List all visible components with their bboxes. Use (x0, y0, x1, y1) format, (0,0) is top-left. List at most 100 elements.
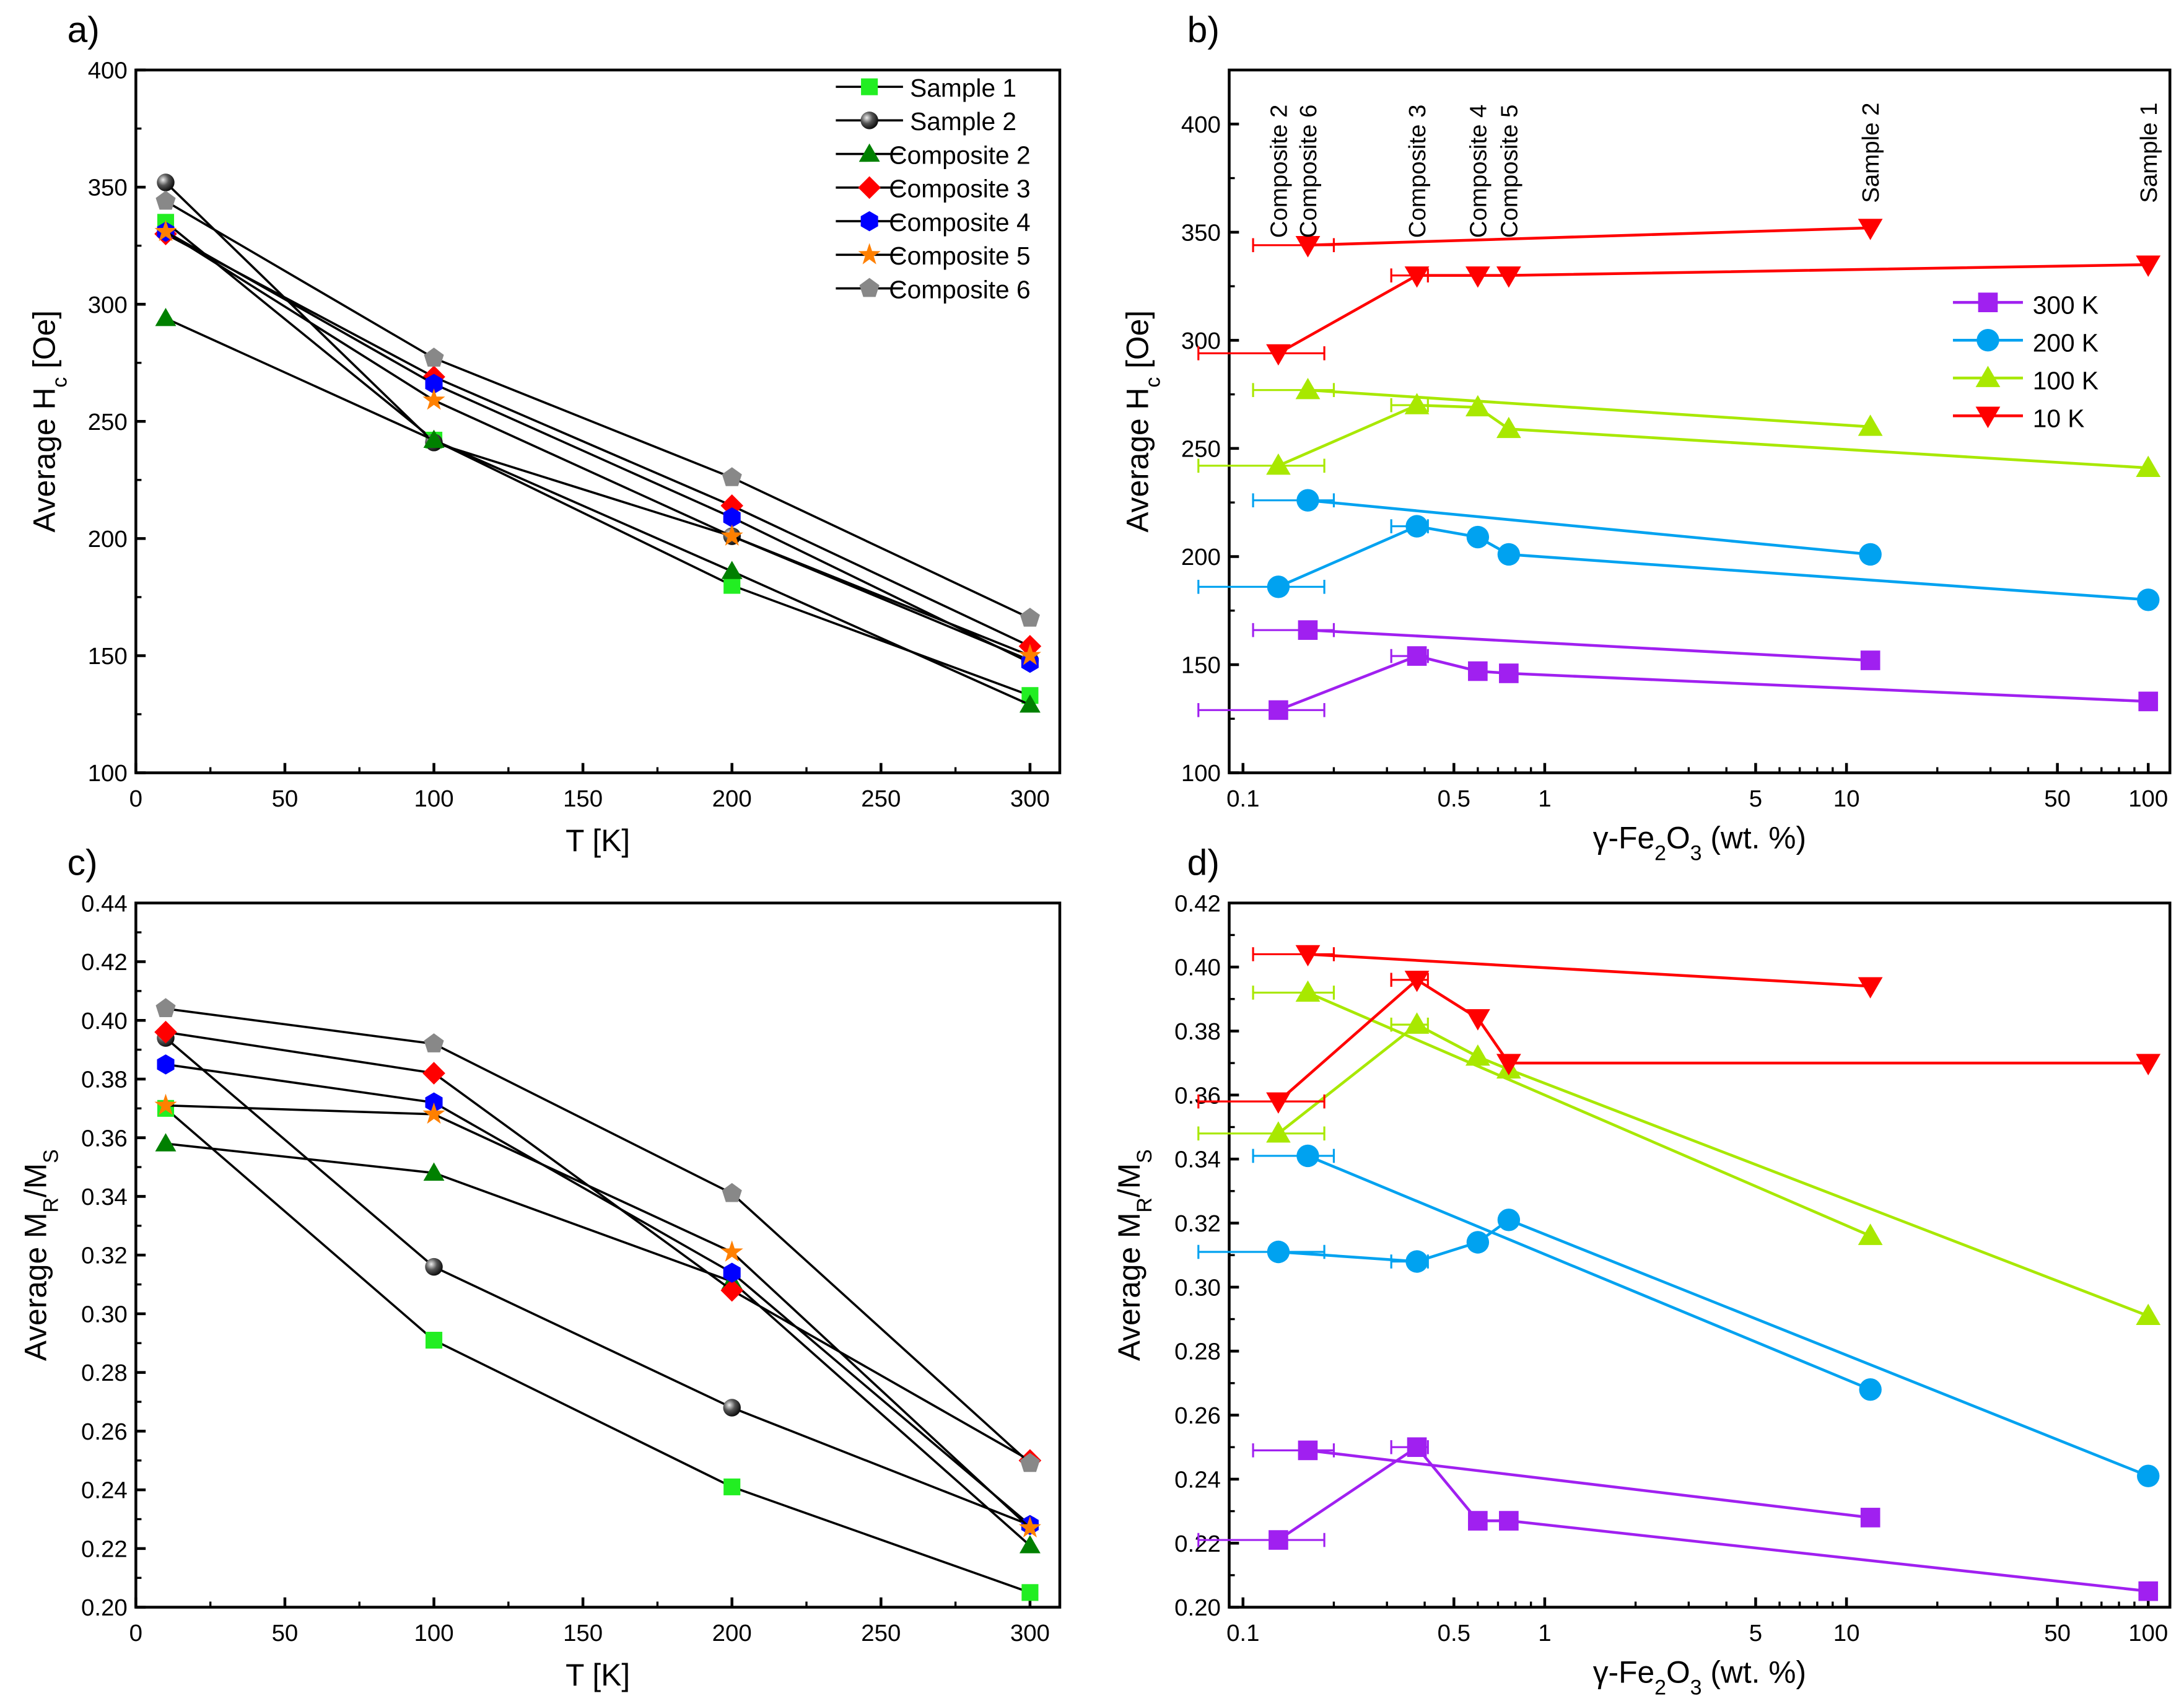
data-point (154, 1093, 177, 1115)
data-point (425, 374, 443, 394)
legend-marker (1975, 406, 2001, 429)
y-tick-label: 0.28 (1174, 1339, 1221, 1365)
x-tick-label: 300 (1010, 785, 1050, 812)
y-axis-label: Average Hc [Oe] (27, 310, 71, 533)
axis-label-part: R (40, 1197, 63, 1212)
data-point (1499, 663, 1519, 683)
y-tick-label: 0.38 (81, 1067, 128, 1093)
x-tick-label: 150 (563, 1620, 603, 1646)
data-point (1407, 1437, 1427, 1458)
data-point (1466, 1231, 1490, 1254)
y-axis-label: Average Hc [Oe] (1120, 310, 1164, 533)
x-tick-label: 0 (129, 1620, 142, 1646)
data-point (1266, 1092, 1291, 1114)
series-300-k (1197, 1437, 2159, 1601)
y-tick-label: 150 (1181, 652, 1221, 679)
series-line (165, 200, 1031, 619)
y-tick-label: 350 (1181, 219, 1221, 246)
data-point (155, 307, 177, 326)
data-point (157, 1054, 175, 1075)
series-line (1308, 1449, 1871, 1520)
data-point (1465, 395, 1490, 417)
legend-label: Composite 4 (889, 208, 1030, 237)
panel-b: b) 0.1 0.5 1 5 10 50 100 100 150 200 250 300 350 400 γ-… (1120, 10, 2172, 865)
data-point (1404, 971, 1430, 992)
series-line (1277, 1445, 2149, 1593)
sample-annotation: Composite 2 (1265, 105, 1292, 238)
series-100-k (1197, 980, 2161, 1325)
data-point (1018, 644, 1041, 665)
y-tick-label: 0.34 (81, 1184, 128, 1210)
axis-label-part: /M (1112, 1163, 1147, 1197)
x-tick-label: 250 (861, 785, 901, 812)
series-line (165, 230, 1031, 657)
x-tick-label: 1 (1538, 785, 1551, 812)
series-composite-5 (154, 220, 1041, 665)
series-sample-2 (157, 1029, 1039, 1534)
data-point (723, 1399, 741, 1417)
sample-annotation: Composite 4 (1465, 105, 1492, 238)
x-tick-label: 5 (1749, 785, 1762, 812)
legend-marker (858, 176, 881, 199)
data-point (1296, 1144, 1319, 1168)
panel-a: a) 0 50 100 150 200 250 300 100 150 200 250 300 350 40… (27, 10, 1062, 858)
y-axis-label: Average MR/MS (19, 1149, 63, 1361)
axis-label-part: /M (19, 1163, 53, 1197)
series-line (1278, 525, 2149, 601)
series-line (1308, 628, 1871, 662)
legend-label: 300 K (2033, 291, 2099, 319)
x-tick-label: 50 (272, 785, 299, 812)
data-point (1465, 266, 1490, 288)
data-point (723, 507, 741, 528)
data-point (1405, 515, 1428, 538)
data-point (1020, 1453, 1040, 1472)
y-axis-label: Average MR/MS (1112, 1149, 1156, 1361)
axis-label-part: 2 (1654, 842, 1666, 865)
data-point (1020, 608, 1040, 627)
data-point (1267, 1240, 1290, 1264)
series-line (165, 233, 1031, 647)
data-point (1859, 543, 1882, 566)
data-point (1021, 1584, 1039, 1601)
data-point (1465, 1009, 1490, 1031)
x-tick-label: 200 (712, 785, 752, 812)
data-point (1496, 1054, 1521, 1075)
data-point (2136, 255, 2161, 278)
axis-label-part: Average M (19, 1213, 53, 1362)
data-point (1496, 416, 1521, 439)
data-point (425, 1092, 443, 1113)
legend-marker (858, 143, 880, 162)
x-tick-label: 100 (2128, 785, 2168, 812)
legend-label: 10 K (2033, 404, 2085, 432)
data-point (1499, 1511, 1519, 1531)
series-line (165, 181, 1031, 662)
axis-label-part: [Oe] (1120, 310, 1155, 377)
data-point (720, 524, 743, 546)
panel-label: d) (1187, 843, 1220, 883)
data-point (2137, 1464, 2160, 1487)
x-tick-label: 50 (2044, 1620, 2071, 1646)
y-tick-label: 0.34 (1174, 1147, 1221, 1173)
sample-annotation: Sample 2 (1858, 102, 1884, 203)
data-point (1019, 694, 1041, 713)
axis-label-part: S (1133, 1149, 1156, 1163)
data-point (2138, 691, 2159, 712)
series-composite-6 (155, 998, 1040, 1472)
x-tick-label: 300 (1010, 1620, 1050, 1646)
y-tick-label: 0.32 (1174, 1210, 1221, 1237)
series-line (165, 1104, 1031, 1529)
panel-label: a) (68, 10, 100, 50)
data-point (720, 1279, 744, 1302)
x-tick-label: 0.5 (1438, 785, 1470, 812)
series-line (165, 230, 1031, 664)
y-tick-label: 400 (1181, 112, 1221, 138)
data-point (1269, 1530, 1288, 1550)
series-line (1277, 1023, 2149, 1318)
x-tick-label: 100 (414, 1620, 453, 1646)
legend-label: Composite 3 (889, 175, 1030, 203)
y-tick-label: 150 (88, 643, 128, 670)
data-point (1468, 1511, 1488, 1531)
sample-annotation: Composite 6 (1295, 105, 1322, 238)
data-point (722, 1183, 742, 1202)
data-point (424, 348, 444, 367)
